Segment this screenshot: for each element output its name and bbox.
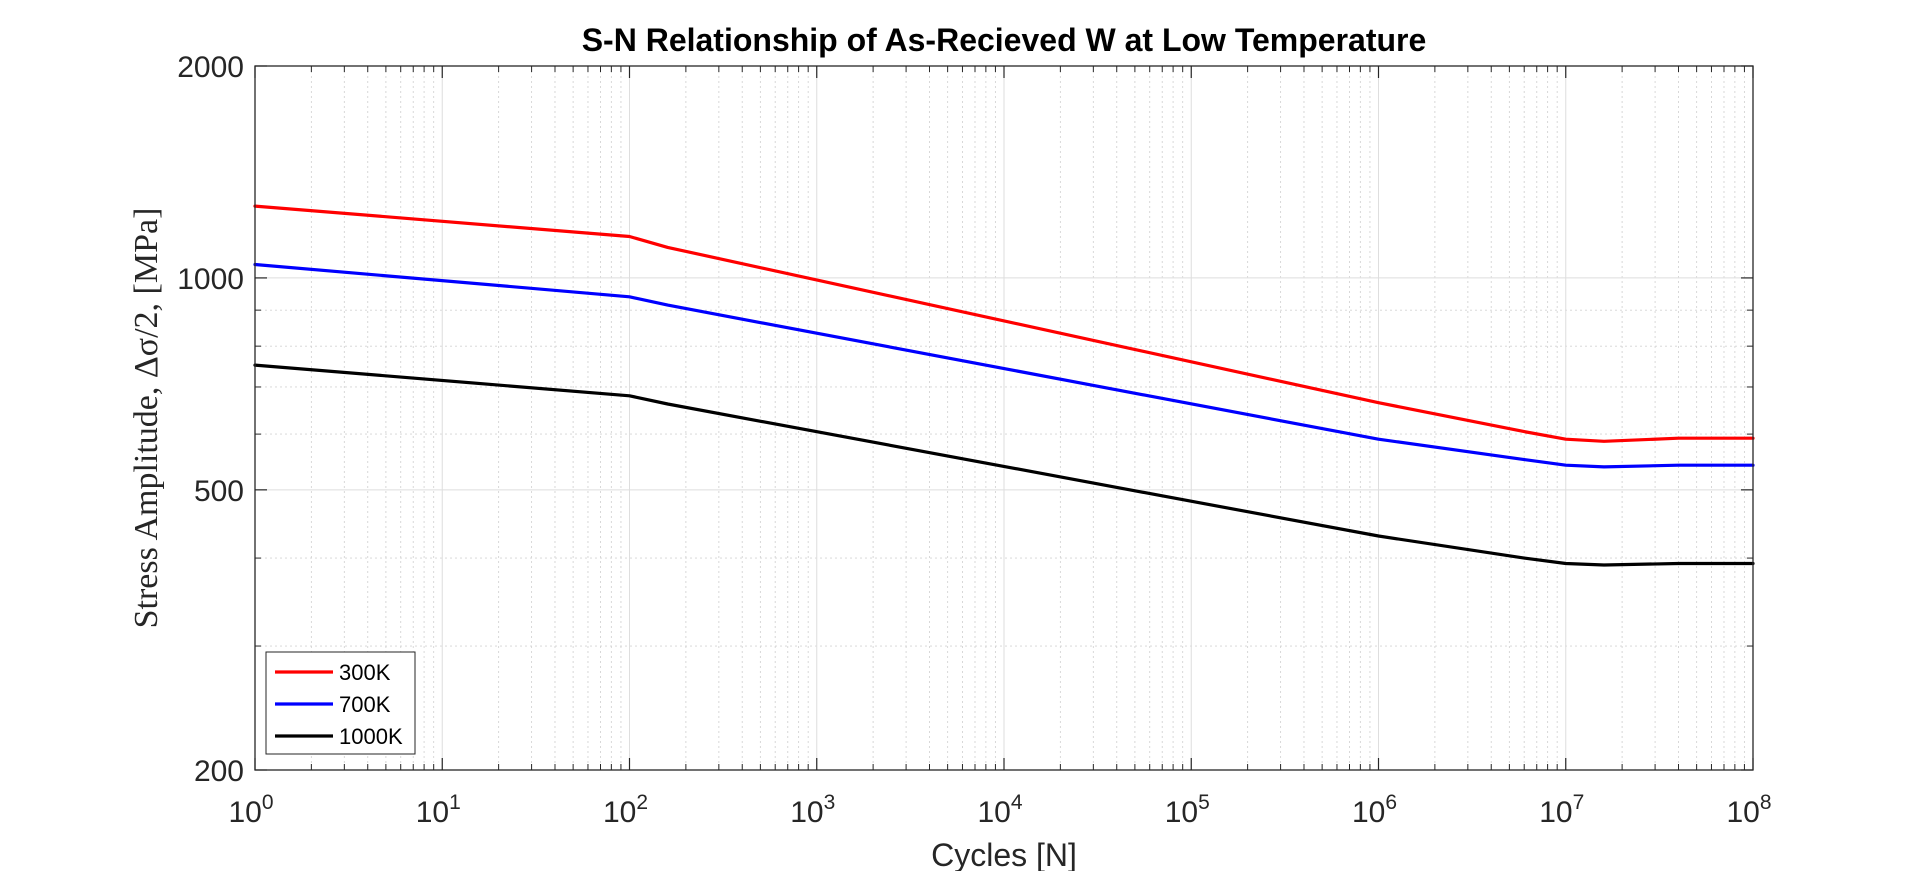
grid-minor [255, 66, 1753, 770]
chart-title: S-N Relationship of As-Recieved W at Low… [582, 22, 1427, 58]
x-tick-label: 101 [416, 791, 461, 829]
x-tick-label: 108 [1726, 791, 1771, 829]
x-tick-label: 103 [790, 791, 835, 829]
legend: 300K 700K 1000K [265, 651, 416, 755]
y-tick-label: 1000 [177, 263, 244, 296]
plot-frame [254, 65, 1754, 771]
series-lines [253, 204, 1755, 567]
y-tick-label: 500 [194, 475, 244, 508]
legend-label-700K: 700K [339, 692, 391, 717]
x-axis-label: Cycles [N] [931, 837, 1077, 871]
x-tick-label: 105 [1165, 791, 1210, 829]
tick-labels: 100 101 102 103 104 105 106 107 108 200 500 1000 200… [177, 51, 1771, 829]
series-line-700K [253, 262, 1755, 469]
x-tick-label: 107 [1539, 791, 1584, 829]
x-tick-label: 100 [228, 791, 273, 829]
x-tick-label: 102 [603, 791, 648, 829]
x-tick-label: 104 [977, 791, 1022, 829]
legend-label-300K: 300K [339, 660, 391, 685]
y-tick-label: 2000 [177, 51, 244, 84]
series-line-300K [253, 204, 1755, 443]
legend-label-1000K: 1000K [339, 724, 403, 749]
x-tick-label: 106 [1352, 791, 1397, 829]
y-tick-label: 200 [194, 755, 244, 788]
y-axis-label: Stress Amplitude, Δσ/2, [MPa] [128, 208, 165, 629]
series-line-1000K [253, 363, 1755, 567]
